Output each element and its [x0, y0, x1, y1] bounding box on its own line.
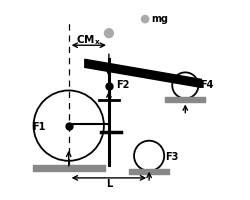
Text: mg: mg	[151, 14, 168, 24]
Polygon shape	[85, 60, 202, 88]
Text: L: L	[106, 178, 112, 188]
Text: F4: F4	[200, 80, 214, 90]
Circle shape	[142, 16, 149, 24]
Text: $\mathbf{CM_x}$: $\mathbf{CM_x}$	[76, 33, 100, 47]
Text: F1: F1	[32, 121, 46, 131]
Circle shape	[104, 30, 113, 38]
Text: F3: F3	[165, 151, 178, 161]
Text: F2: F2	[116, 80, 129, 90]
